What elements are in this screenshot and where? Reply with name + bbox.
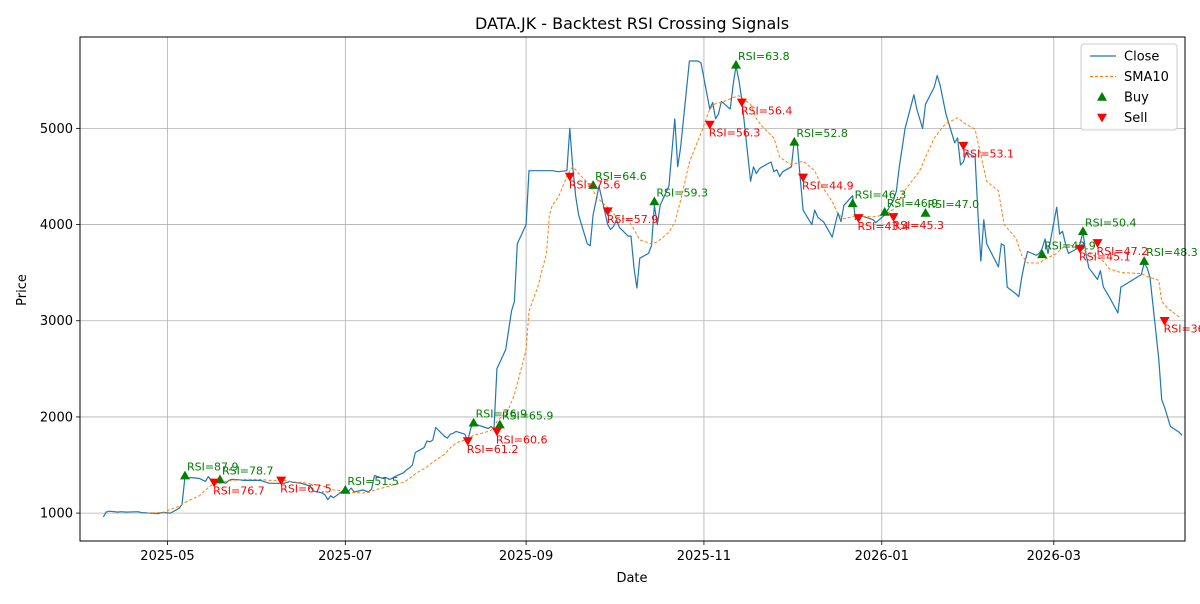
buy-marker — [1077, 226, 1088, 236]
sell-marker — [564, 172, 575, 182]
sell-label: RSI=67.5 — [280, 482, 332, 495]
sell-marker — [209, 478, 220, 488]
sell-label: RSI=61.2 — [467, 443, 519, 456]
sell-marker — [276, 476, 287, 486]
plot-frame — [79, 36, 1186, 542]
buy-label: RSI=50.4 — [1085, 216, 1137, 229]
buy-marker — [494, 419, 505, 429]
sell-label: RSI=60.6 — [496, 433, 548, 446]
x-tick-label: 2026-01 — [855, 549, 909, 564]
sell-label: RSI=36.4 — [1164, 323, 1200, 336]
legend-buy-swatch — [1097, 92, 1107, 101]
sell-label: RSI=76.7 — [213, 484, 265, 497]
legend-sell-swatch — [1097, 113, 1107, 123]
sell-label: RSI=44.9 — [802, 179, 854, 192]
buy-label: RSI=46.9 — [887, 197, 939, 210]
legend: Close SMA10 Buy Sell — [1080, 43, 1178, 131]
sell-marker — [602, 207, 613, 217]
buy-marker — [179, 470, 190, 480]
buy-label: RSI=65.9 — [502, 410, 554, 423]
legend-close-label: Close — [1124, 50, 1159, 65]
buy-marker — [847, 198, 858, 208]
sell-marker — [853, 214, 864, 223]
buy-label: RSI=47.0 — [928, 198, 980, 211]
sell-label: RSI=53.1 — [962, 148, 1014, 161]
sell-marker — [1159, 316, 1170, 326]
y-tick-label: 2000 — [40, 410, 73, 425]
close-series-line — [102, 60, 1183, 518]
axes: 2025-05 2025-07 2025-09 2025-11 2026-01 2026-… — [40, 122, 1081, 564]
sell-label: RSI=43.4 — [857, 220, 909, 233]
buy-label: RSI=51.5 — [347, 475, 399, 488]
x-tick-label: 2025-11 — [677, 549, 731, 564]
grid — [80, 37, 1185, 541]
buy-marker — [1139, 256, 1150, 265]
sell-marker — [888, 213, 899, 222]
buy-label: RSI=63.8 — [738, 50, 790, 63]
buy-marker — [1037, 249, 1048, 259]
sell-marker — [1092, 239, 1103, 248]
chart-title: DATA.JK - Backtest RSI Crossing Signals — [475, 14, 789, 33]
sell-marker — [462, 437, 473, 446]
y-tick-label: 4000 — [40, 218, 73, 233]
buy-label: RSI=46.3 — [855, 188, 907, 201]
sell-marker — [798, 173, 809, 183]
buy-marker — [649, 196, 660, 206]
buy-label: RSI=64.6 — [595, 170, 647, 183]
sell-label: RSI=45.1 — [1079, 251, 1131, 264]
buy-label: RSI=52.8 — [796, 127, 848, 140]
buy-label: RSI=78.7 — [222, 464, 274, 477]
sell-marker — [736, 98, 747, 108]
x-tick-label: 2025-09 — [499, 549, 553, 564]
x-tick-label: 2025-05 — [140, 549, 194, 564]
legend-buy-label: Buy — [1124, 91, 1149, 106]
sell-label: RSI=47.2 — [1097, 245, 1149, 258]
buy-marker — [340, 485, 351, 494]
x-axis-label: Date — [616, 571, 647, 586]
y-tick-label: 3000 — [40, 314, 73, 329]
sell-marker — [958, 141, 969, 151]
buy-label: RSI=48.3 — [1146, 246, 1198, 259]
buy-marker — [920, 208, 931, 217]
buy-marker — [468, 417, 479, 427]
sell-marker — [1075, 244, 1086, 254]
sell-label: RSI=75.6 — [569, 178, 621, 191]
y-tick-label: 5000 — [40, 122, 73, 137]
buy-label: RSI=87.9 — [187, 461, 239, 474]
x-tick-label: 2026-03 — [1027, 549, 1081, 564]
buy-marker — [789, 136, 800, 146]
series — [102, 60, 1183, 518]
x-tick-label: 2025-07 — [318, 549, 372, 564]
buy-marker — [588, 180, 599, 189]
sell-label: RSI=56.4 — [741, 104, 793, 117]
buy-marker — [731, 59, 742, 69]
sell-label: RSI=56.3 — [709, 127, 761, 140]
buy-label: RSI=76.9 — [476, 408, 528, 421]
sell-marker — [491, 427, 502, 437]
y-tick-label: 1000 — [40, 507, 73, 522]
sell-label: RSI=45.3 — [892, 219, 944, 232]
sell-marker — [704, 120, 715, 130]
legend-sma10-label: SMA10 — [1124, 70, 1169, 85]
buy-label: RSI=59.3 — [656, 186, 708, 199]
buy-marker — [879, 207, 890, 216]
legend-box — [1080, 43, 1178, 131]
sell-label: RSI=57.9 — [607, 213, 659, 226]
y-axis-label: Price — [15, 274, 30, 306]
buy-label: RSI=43.9 — [1044, 239, 1096, 252]
legend-sell-label: Sell — [1124, 111, 1147, 126]
sma10-series-line — [147, 95, 1180, 514]
